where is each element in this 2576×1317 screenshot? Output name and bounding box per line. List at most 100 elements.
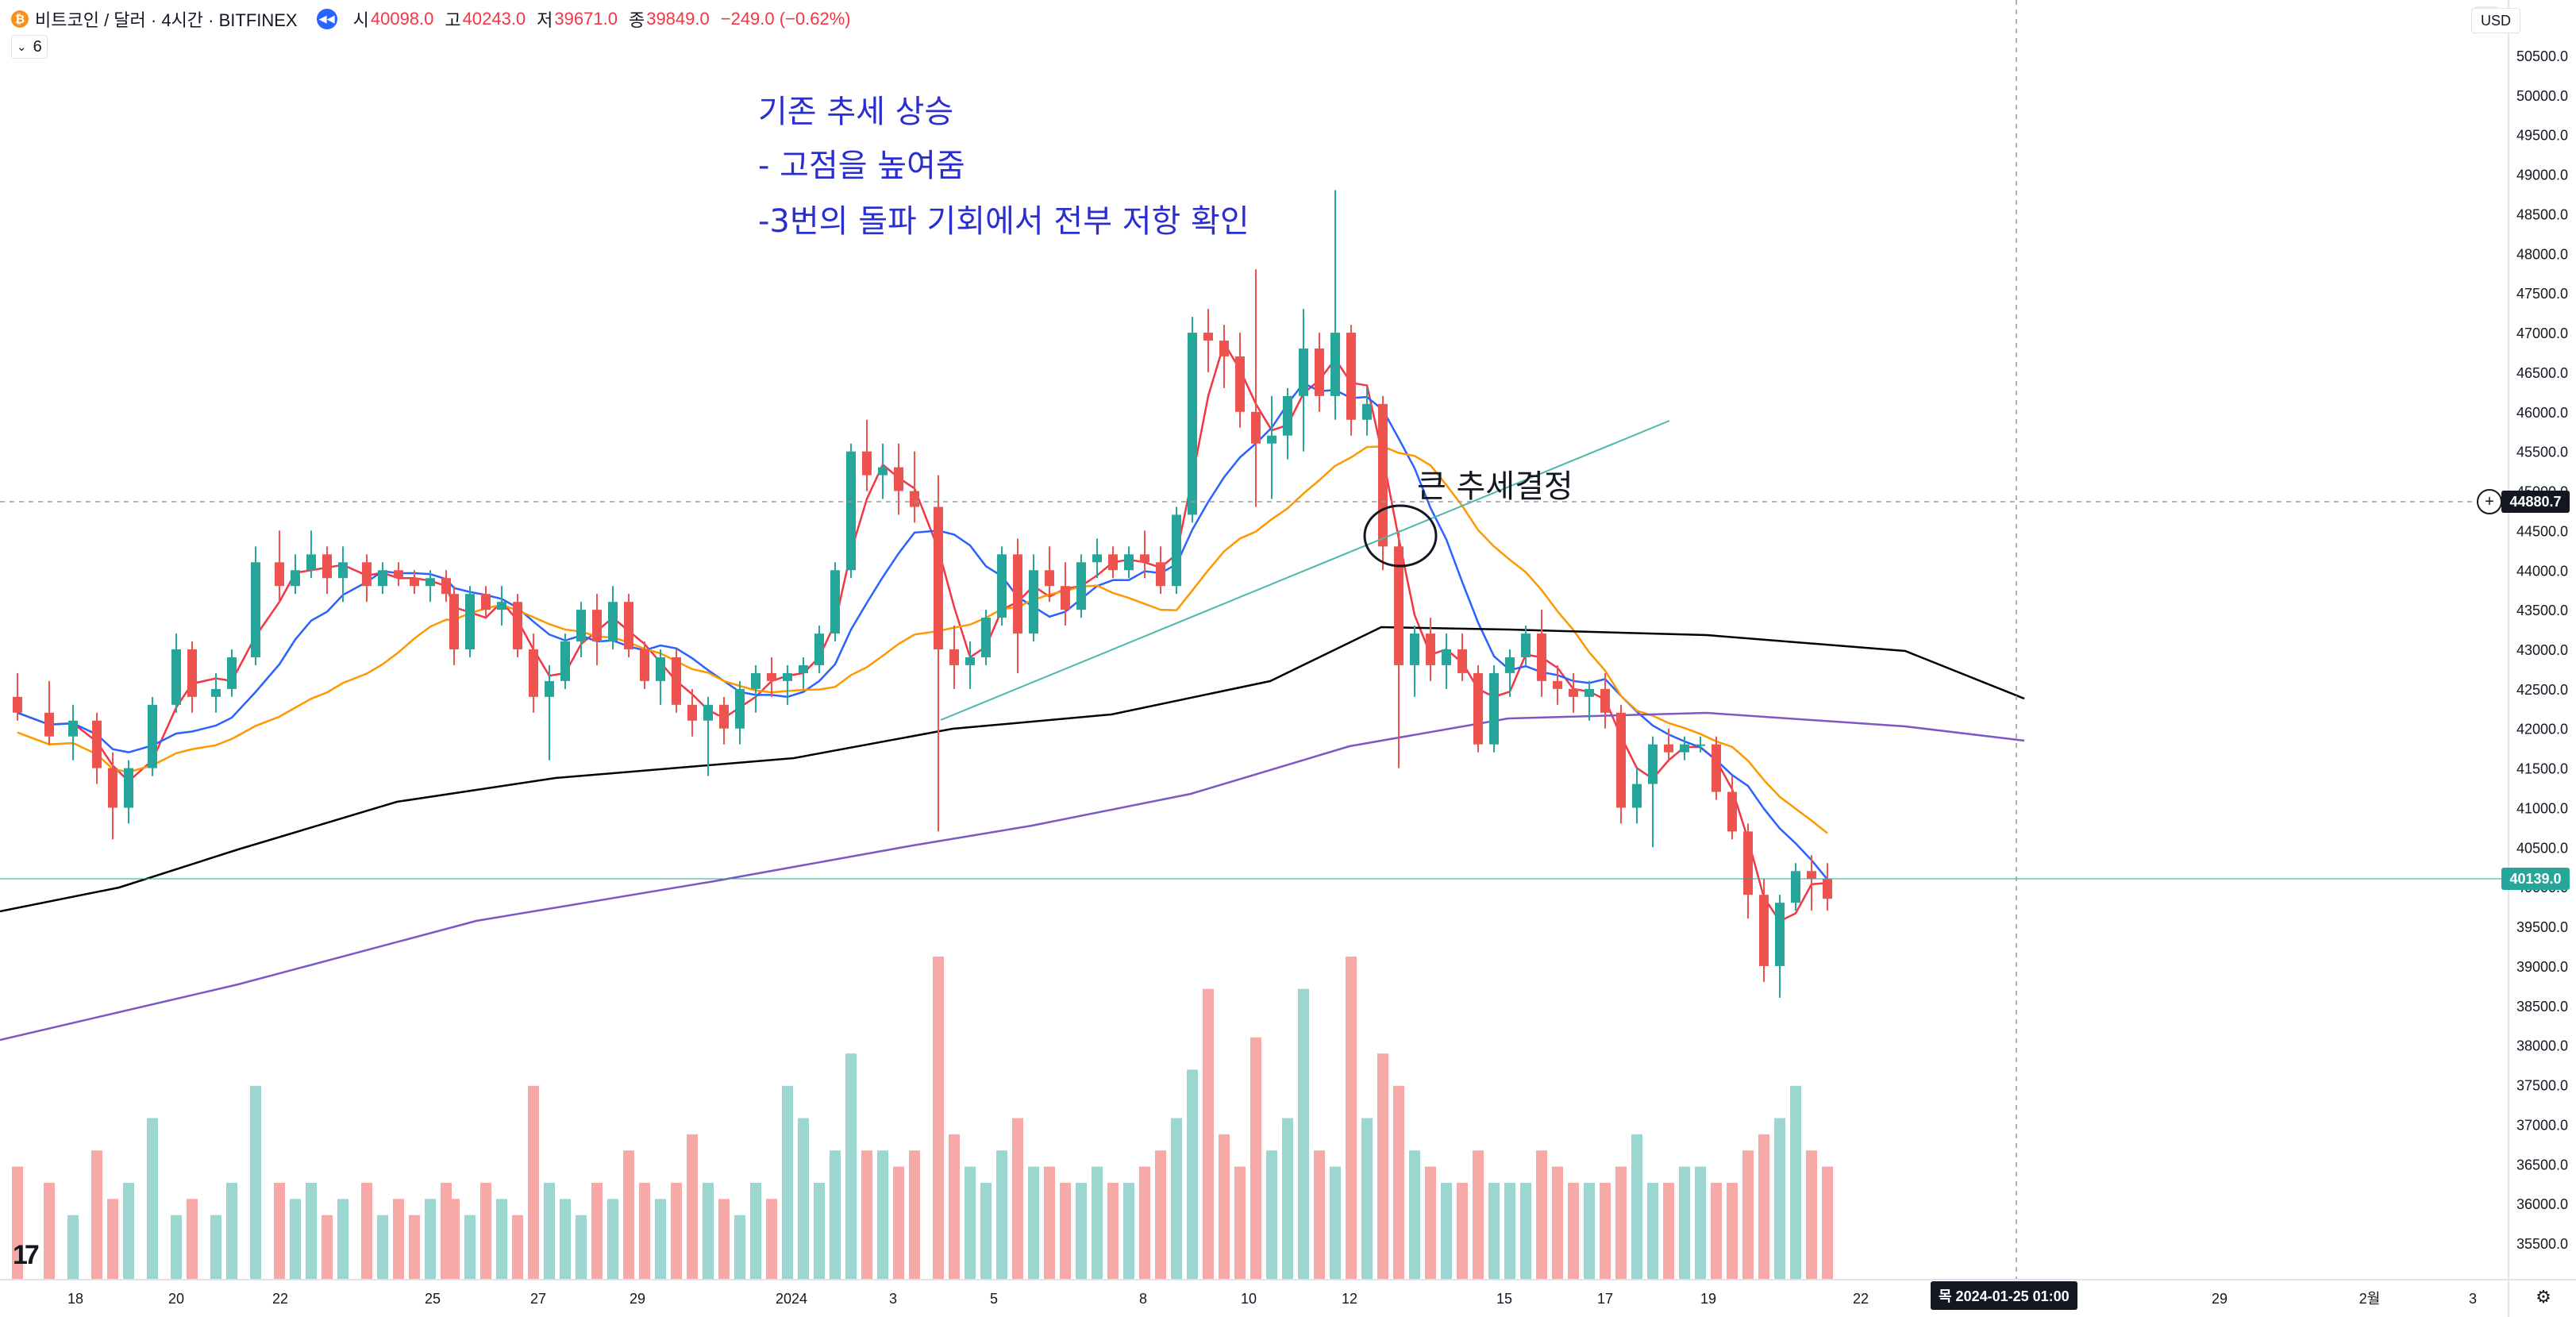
volume-bar — [1044, 1166, 1055, 1280]
volume-bar — [933, 957, 944, 1280]
volume-bar — [322, 1215, 333, 1280]
volume-bar — [425, 1199, 436, 1280]
replay-icon[interactable]: ◀◀ — [316, 9, 337, 29]
price-tick: 43000.0 — [2516, 642, 2568, 658]
price-tick: 44500.0 — [2516, 523, 2568, 539]
volume-bar — [671, 1182, 682, 1280]
volume-bar — [1711, 1182, 1722, 1280]
crosshair-price-tag: 44880.7 — [2501, 491, 2570, 513]
volume-bar — [1679, 1166, 1690, 1280]
candle-body — [410, 578, 419, 587]
indicators-toggle[interactable]: ⌄ 6 — [11, 35, 48, 59]
candle-body — [545, 680, 554, 697]
add-alert-icon[interactable]: + — [2477, 489, 2502, 514]
volume-bar — [123, 1182, 134, 1280]
price-tick: 43500.0 — [2516, 603, 2568, 618]
candle-body — [719, 704, 729, 729]
volume-bar — [1647, 1182, 1658, 1280]
volume-bar — [1377, 1053, 1388, 1280]
price-tick: 48500.0 — [2516, 206, 2568, 222]
candle-body — [965, 657, 975, 665]
volume-bar — [1663, 1182, 1674, 1280]
volume-bar — [1568, 1182, 1579, 1280]
open-value: 40098.0 — [370, 9, 434, 29]
volume-bar — [306, 1182, 317, 1280]
trend-label[interactable]: 큰 추세결정 — [1417, 468, 1573, 505]
volume-bar — [766, 1199, 777, 1280]
price-tick: 36500.0 — [2516, 1157, 2568, 1173]
currency-selector[interactable]: USD — [2471, 8, 2520, 33]
time-tick: 15 — [1496, 1291, 1512, 1307]
price-axis: 50500.0 50000.0 49500.0 49000.0 48500.0 48000… — [2508, 0, 2568, 1317]
price-tick: 37000.0 — [2516, 1117, 2568, 1133]
volume-bar — [1028, 1166, 1039, 1280]
annotation-line-1[interactable]: 기존 추세 상승 — [758, 94, 954, 130]
volume-bar — [607, 1199, 618, 1280]
price-tick: 39000.0 — [2516, 959, 2568, 975]
gear-icon[interactable]: ⚙ — [2536, 1287, 2551, 1307]
candle-body — [1743, 831, 1753, 895]
volume-bar — [1219, 1134, 1230, 1280]
candle-body — [1521, 633, 1531, 657]
candle-body — [1013, 554, 1022, 634]
volume-bar — [1520, 1182, 1531, 1280]
ma-long-line — [17, 445, 1828, 834]
candle-body — [291, 570, 300, 587]
volume-bars — [12, 957, 1833, 1280]
candle-body — [894, 467, 903, 491]
candle-body — [640, 649, 649, 681]
candle-body — [1045, 570, 1054, 587]
candle-body — [441, 578, 451, 595]
volume-bar — [623, 1150, 634, 1280]
ma-400-line — [0, 711, 2025, 1042]
price-tick: 47500.0 — [2516, 286, 2568, 302]
symbol-title[interactable]: 비트코인 / 달러 · 4시간 · BITFINEX — [35, 10, 298, 30]
time-tick: 18 — [67, 1291, 83, 1307]
price-tick: 39500.0 — [2516, 919, 2568, 935]
volume-bar — [687, 1134, 698, 1280]
candle-body — [799, 664, 808, 673]
candle-body — [687, 704, 697, 721]
tradingview-logo[interactable]: 17 — [13, 1240, 40, 1270]
candle-body — [1616, 712, 1626, 808]
candle-body — [251, 562, 260, 657]
candle-body — [1172, 514, 1181, 587]
candle-body — [338, 562, 348, 579]
annotation-line-3[interactable]: -3번의 돌파 기회에서 전부 저항 확인 — [758, 203, 1249, 240]
candle-body — [751, 672, 760, 689]
candle-body — [862, 451, 872, 476]
volume-bar — [337, 1199, 348, 1280]
volume-bar — [12, 1166, 23, 1280]
candle-body — [322, 554, 332, 579]
price-tick: 46500.0 — [2516, 365, 2568, 381]
candle-body — [1473, 672, 1483, 745]
candle-body — [1537, 633, 1546, 681]
volume-bar — [107, 1199, 118, 1280]
annotation-line-2[interactable]: - 고점을 높여줌 — [758, 148, 965, 184]
time-tick: 3 — [2469, 1291, 2477, 1307]
candle-body — [1394, 546, 1404, 665]
candle-body — [1648, 744, 1658, 784]
last-price-tag: 40139.0 — [2501, 868, 2570, 890]
volume-bar — [1727, 1182, 1738, 1280]
time-tick: 29 — [630, 1291, 645, 1307]
volume-bar — [750, 1182, 761, 1280]
volume-bar — [965, 1166, 976, 1280]
candle-body — [148, 704, 157, 768]
price-tick: 46000.0 — [2516, 405, 2568, 421]
candle-body — [211, 688, 221, 697]
candle-body — [1315, 349, 1324, 396]
candle-body — [394, 570, 403, 579]
volume-bar — [782, 1085, 793, 1280]
candle-body — [1203, 333, 1213, 341]
candle-body — [1759, 895, 1769, 966]
candle-body — [981, 618, 991, 657]
volume-bar — [480, 1182, 491, 1280]
volume-bar — [861, 1150, 872, 1280]
time-tick: 10 — [1241, 1291, 1257, 1307]
candle-body — [1600, 688, 1610, 713]
candlesticks — [13, 190, 1832, 998]
volume-bar — [1060, 1182, 1071, 1280]
volume-bar — [512, 1215, 523, 1280]
